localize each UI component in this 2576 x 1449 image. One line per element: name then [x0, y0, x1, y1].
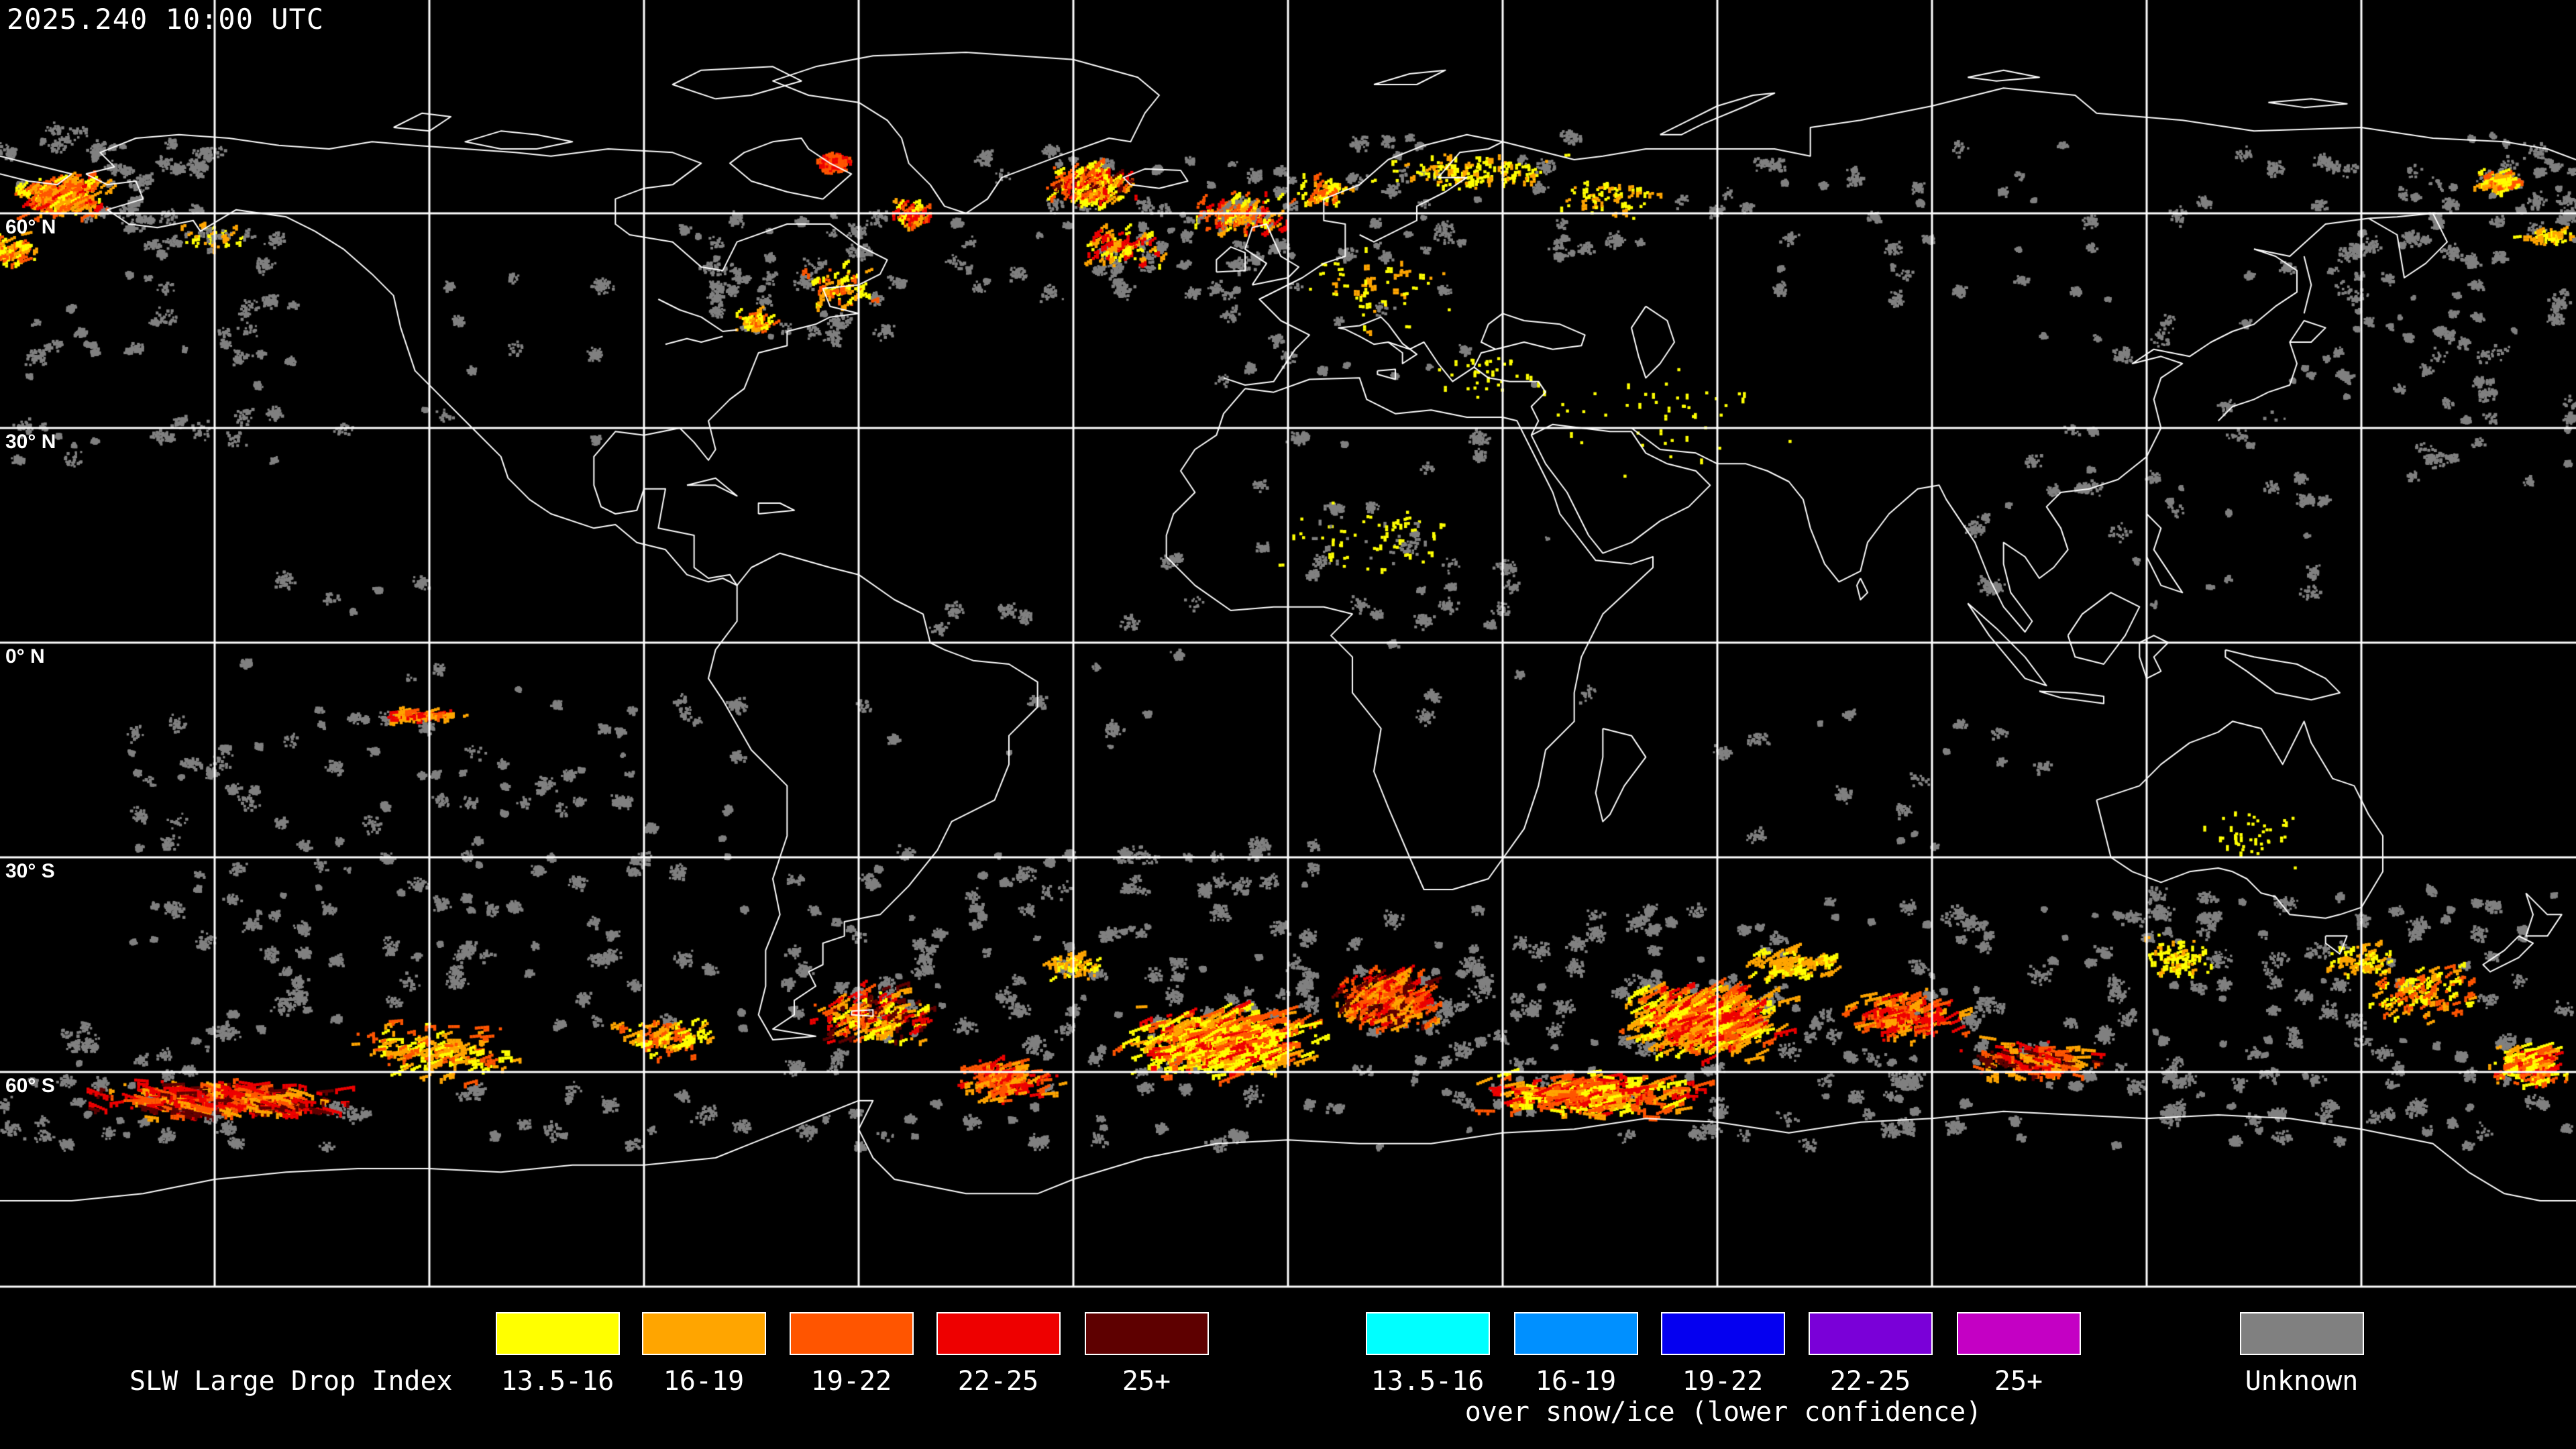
lat-label-60s: 60° S	[5, 1075, 55, 1097]
label-snow-19-22: 19-22	[1682, 1366, 1764, 1397]
label-snow-22-25: 22-25	[1829, 1366, 1911, 1397]
label-snow-16-19: 16-19	[1535, 1366, 1617, 1397]
swatch-slw-19-22	[790, 1312, 914, 1355]
lat-label-30n: 30° N	[5, 431, 56, 453]
lat-label-30s: 30° S	[5, 860, 55, 882]
swatch-slw-16-19	[642, 1312, 766, 1355]
swatch-unknown	[2240, 1312, 2364, 1355]
swatch-snow-19-22	[1661, 1312, 1785, 1355]
swatch-snow-25plus	[1957, 1312, 2081, 1355]
swatch-slw-25plus	[1085, 1312, 1209, 1355]
label-slw-22-25: 22-25	[957, 1366, 1039, 1397]
label-unknown: Unknown	[2245, 1366, 2359, 1397]
label-slw-19-22: 19-22	[810, 1366, 892, 1397]
label-slw-16-19: 16-19	[663, 1366, 745, 1397]
label-snow-13.5-16: 13.5-16	[1371, 1366, 1485, 1397]
swatch-slw-13.5-16	[496, 1312, 620, 1355]
swatch-snow-22-25	[1809, 1312, 1933, 1355]
swatch-snow-16-19	[1514, 1312, 1638, 1355]
swatch-slw-22-25	[936, 1312, 1061, 1355]
lat-label-60n: 60° N	[5, 216, 56, 238]
legend-title: SLW Large Drop Index	[129, 1366, 453, 1397]
swatch-snow-13.5-16	[1366, 1312, 1490, 1355]
label-snow-25plus: 25+	[1994, 1366, 2043, 1397]
lat-label-0n: 0° N	[5, 645, 45, 667]
timestamp: 2025.240 10:00 UTC	[7, 3, 325, 36]
snow-ice-caption: over snow/ice (lower confidence)	[1464, 1397, 1982, 1428]
label-slw-25plus: 25+	[1122, 1366, 1171, 1397]
label-slw-13.5-16: 13.5-16	[500, 1366, 614, 1397]
